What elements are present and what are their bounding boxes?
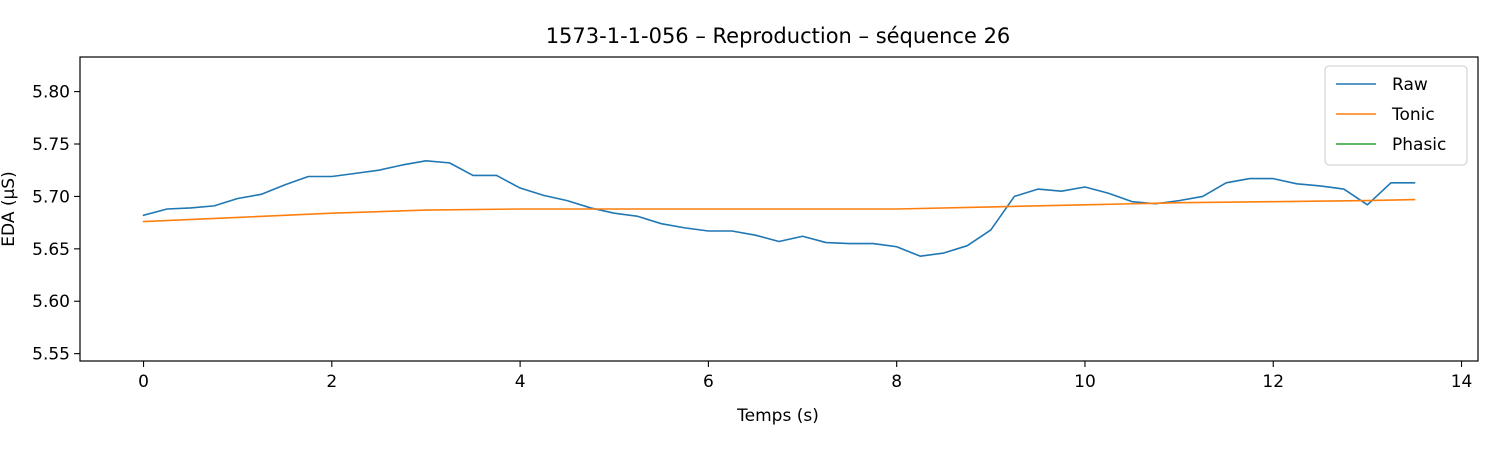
x-tick-label: 10 [1074, 372, 1096, 392]
series-line-tonic [142, 198, 1416, 223]
y-tick-label: 5.75 [32, 135, 70, 155]
legend-label-raw: Raw [1392, 75, 1428, 95]
x-tick-label: 4 [515, 372, 526, 392]
plot-area-frame [79, 56, 1479, 362]
x-tick-label: 6 [703, 372, 714, 392]
chart-title: 1573-1-1-056 – Reproduction – séquence 2… [546, 24, 1011, 48]
x-tick-label: 8 [891, 372, 902, 392]
y-axis-title: EDA (µS) [0, 171, 19, 246]
legend-label-tonic: Tonic [1391, 105, 1435, 125]
y-tick-label: 5.80 [32, 83, 70, 103]
legend: Raw Tonic Phasic [1324, 65, 1468, 166]
legend-box [1324, 65, 1468, 166]
y-tick-label: 5.55 [32, 345, 70, 365]
y-tick-label: 5.70 [32, 187, 70, 207]
x-tick-label: 2 [326, 372, 337, 392]
x-tick-label: 0 [138, 372, 149, 392]
series-line-raw [142, 159, 1416, 257]
y-tick-label: 5.60 [32, 292, 70, 312]
x-axis-title: Temps (s) [736, 406, 819, 426]
x-tick-label: 12 [1262, 372, 1284, 392]
y-tick-label: 5.65 [32, 240, 70, 260]
x-tick-label: 14 [1451, 372, 1473, 392]
legend-label-phasic: Phasic [1392, 135, 1446, 155]
